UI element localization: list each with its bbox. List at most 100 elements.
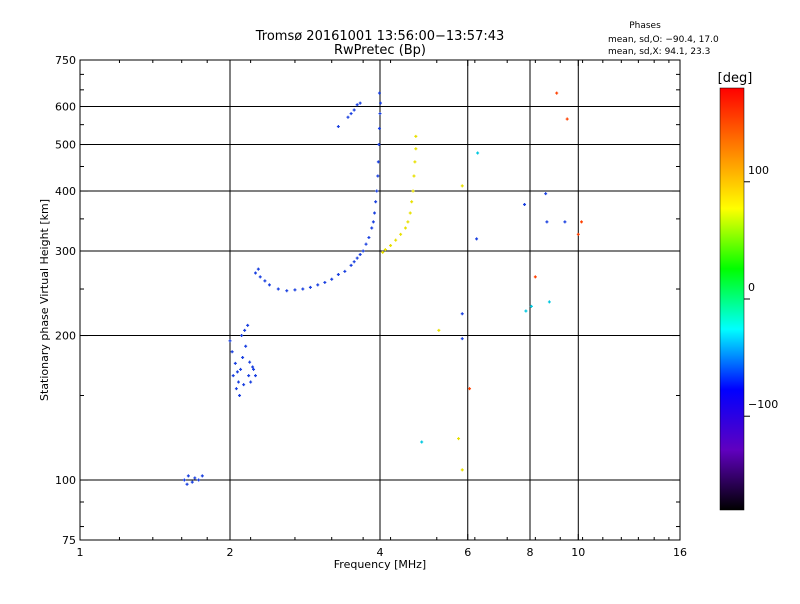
legend-line-x: mean, sd,X: 94.1, 23.3	[608, 47, 710, 57]
data-point	[244, 344, 248, 348]
data-point	[376, 174, 380, 178]
data-point	[358, 253, 362, 257]
x-tick-label: 2	[227, 546, 234, 559]
x-axis-label: Frequency [MHz]	[334, 558, 426, 571]
data-point	[349, 112, 353, 116]
data-point	[251, 365, 255, 369]
data-point	[336, 273, 340, 277]
y-axis: 75 100 200 300 400 500 600 750	[55, 54, 680, 547]
data-point	[410, 200, 414, 204]
data-point	[228, 339, 232, 343]
data-point	[253, 374, 257, 378]
data-point	[253, 271, 257, 275]
data-point	[242, 383, 246, 387]
data-point	[263, 279, 267, 283]
data-point	[375, 189, 379, 193]
data-point	[533, 275, 537, 279]
data-point	[580, 220, 584, 224]
data-point	[367, 236, 371, 240]
y-tick-label: 75	[62, 534, 76, 547]
data-point	[276, 287, 280, 291]
data-point	[370, 226, 374, 230]
x-tick-label: 8	[527, 546, 534, 559]
x-tick-label: 10	[571, 546, 585, 559]
data-point	[412, 174, 416, 178]
colorbar-tick-label: 0	[748, 281, 755, 294]
legend-line-o: mean, sd,O: −90.4, 17.0	[608, 35, 719, 45]
data-point	[408, 211, 412, 215]
x-tick-label: 1	[77, 546, 84, 559]
data-point	[267, 283, 271, 287]
y-tick-label: 300	[55, 245, 76, 258]
data-points	[182, 91, 584, 486]
y-tick-label: 600	[55, 101, 76, 114]
data-point	[182, 478, 186, 482]
data-point	[249, 380, 253, 384]
data-point	[460, 337, 464, 341]
x-axis: 1 2 4 6 8 10 16	[77, 60, 687, 559]
data-point	[308, 285, 312, 289]
data-point	[352, 260, 356, 264]
data-point	[343, 269, 347, 273]
data-point	[389, 244, 393, 248]
data-point	[377, 126, 381, 130]
data-point	[460, 312, 464, 316]
data-point	[457, 437, 461, 441]
data-point	[377, 143, 381, 147]
data-point	[406, 220, 410, 224]
y-tick-label: 200	[55, 330, 76, 343]
data-point	[376, 160, 380, 164]
colorbar-tick-label: 100	[748, 164, 769, 177]
data-point	[352, 108, 356, 112]
data-point	[476, 151, 480, 155]
x-tick-label: 4	[377, 546, 384, 559]
data-point	[383, 248, 387, 252]
data-point	[349, 263, 353, 267]
data-point	[523, 202, 527, 206]
data-point	[200, 474, 204, 478]
data-point	[239, 367, 243, 371]
colorbar	[719, 87, 745, 511]
data-point	[475, 237, 479, 241]
data-point	[414, 134, 418, 138]
data-point	[460, 468, 464, 472]
data-point	[252, 367, 256, 371]
data-point	[381, 250, 385, 254]
data-point	[364, 242, 368, 246]
legend-title: Phases	[629, 21, 661, 31]
colorbar-ticks: 100 0 −100	[744, 164, 778, 417]
data-point	[529, 304, 533, 308]
data-point	[190, 480, 194, 484]
x-tick-label: 6	[464, 546, 471, 559]
data-point	[358, 101, 362, 105]
colorbar-label: [deg]	[718, 71, 753, 86]
data-point	[544, 192, 548, 196]
chart-title: Tromsø 20161001 13:56:00−13:57:43	[255, 29, 505, 44]
data-point	[545, 220, 549, 224]
data-point	[460, 184, 464, 188]
data-point	[186, 474, 190, 478]
data-point	[293, 288, 297, 292]
data-point	[197, 478, 201, 482]
data-point	[258, 275, 262, 279]
grid	[80, 60, 680, 540]
data-point	[379, 101, 383, 105]
data-point	[576, 232, 580, 236]
data-point	[238, 394, 242, 398]
x-tick-label: 16	[673, 546, 687, 559]
data-point	[231, 374, 235, 378]
data-point	[247, 374, 251, 378]
data-point	[193, 476, 197, 480]
data-point	[336, 125, 340, 129]
data-point	[233, 361, 237, 365]
data-point	[230, 350, 234, 354]
data-point	[248, 360, 252, 364]
data-point	[524, 309, 528, 313]
data-point	[468, 387, 472, 391]
data-point	[547, 300, 551, 304]
data-point	[437, 328, 441, 332]
data-point	[301, 287, 305, 291]
y-tick-label: 500	[55, 139, 76, 152]
data-point	[234, 387, 238, 391]
